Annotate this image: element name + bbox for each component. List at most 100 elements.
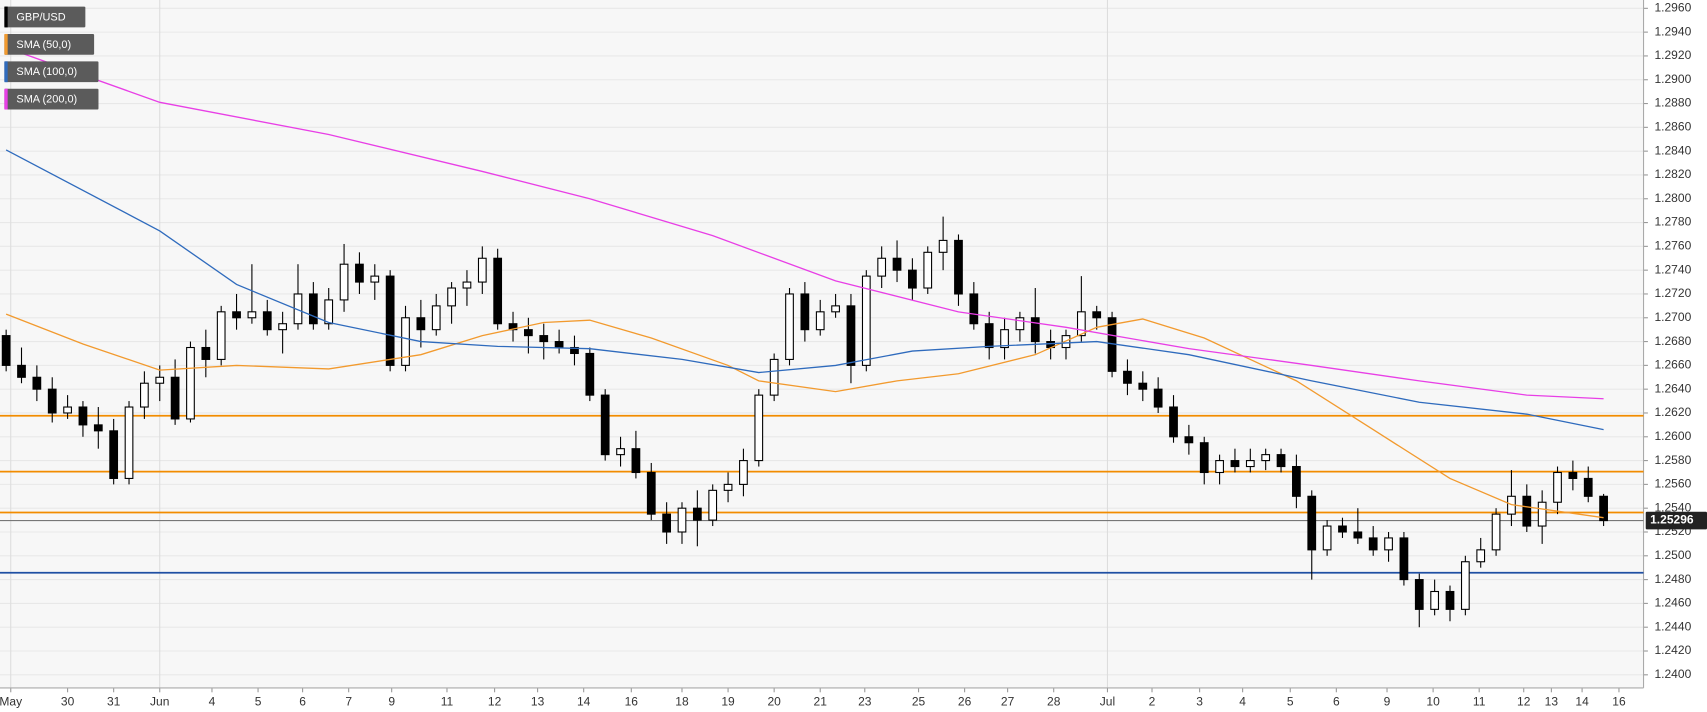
candle-body xyxy=(1245,460,1255,468)
candle-body xyxy=(1030,317,1040,343)
candle-body xyxy=(1169,406,1178,438)
y-tick-label: 1.2960 xyxy=(1654,1,1691,15)
x-tick-label: 2 xyxy=(1149,694,1156,708)
candle-body xyxy=(1215,460,1224,474)
x-tick-label: 21 xyxy=(814,694,828,708)
x-tick-label: 6 xyxy=(1333,694,1340,708)
candle-body xyxy=(1153,388,1163,408)
candle-body xyxy=(1092,311,1102,319)
y-tick-label: 1.2860 xyxy=(1654,120,1691,134)
candle-body xyxy=(1199,442,1209,474)
y-tick-label: 1.2540 xyxy=(1654,500,1691,514)
candle-body xyxy=(1522,495,1532,527)
y-tick-label: 1.2780 xyxy=(1654,215,1691,229)
candle-body xyxy=(493,257,503,325)
candle-body xyxy=(616,448,625,456)
y-tick-label: 1.2400 xyxy=(1654,667,1691,681)
x-tick-label: 7 xyxy=(345,694,352,708)
candle-body xyxy=(585,352,595,396)
candle-body xyxy=(708,489,718,521)
x-tick-label: 11 xyxy=(1473,694,1486,708)
legend-swatch xyxy=(4,33,8,55)
x-tick-label: 13 xyxy=(531,694,545,708)
x-tick-label: 6 xyxy=(299,694,306,708)
candle-body xyxy=(1292,465,1301,497)
candle-body xyxy=(1414,579,1424,610)
candle-body xyxy=(247,311,257,319)
x-tick-label: 9 xyxy=(1384,694,1391,708)
x-tick-label: 11 xyxy=(441,694,454,708)
candle-body xyxy=(1399,537,1409,581)
legend-swatch xyxy=(4,6,8,28)
candle-body xyxy=(600,394,610,456)
x-tick-label: 31 xyxy=(107,694,121,708)
candle-body xyxy=(1338,525,1347,533)
y-tick-label: 1.2580 xyxy=(1654,453,1691,467)
candle-body xyxy=(631,448,641,474)
x-tick-label: 10 xyxy=(1426,694,1440,708)
x-tick-label: 16 xyxy=(1612,694,1626,708)
x-tick-label: 4 xyxy=(1239,694,1246,708)
candle-body xyxy=(447,287,456,307)
x-tick-label: 14 xyxy=(1575,694,1589,708)
legend-label: SMA (50,0) xyxy=(16,39,71,51)
x-tick-label: Jul xyxy=(1100,694,1115,708)
sma-line xyxy=(5,47,1604,400)
candle-body xyxy=(677,507,687,533)
candle-body xyxy=(1261,454,1271,462)
candle-body xyxy=(769,358,779,396)
candle-body xyxy=(1368,537,1378,551)
candle-body xyxy=(401,317,410,366)
candle-body xyxy=(278,323,288,331)
x-tick-label: Jun xyxy=(150,694,169,708)
y-tick-label: 1.2880 xyxy=(1654,96,1691,110)
candle-body xyxy=(1,335,11,366)
candle-body xyxy=(1230,460,1240,468)
candle-body xyxy=(1015,317,1025,331)
y-tick-label: 1.2460 xyxy=(1654,596,1691,610)
candle-body xyxy=(723,483,733,491)
legend-item: SMA (50,0) xyxy=(4,33,95,55)
y-tick-label: 1.2760 xyxy=(1654,239,1691,253)
candle-body xyxy=(232,311,241,319)
candle-body xyxy=(262,311,272,331)
candle-body xyxy=(846,305,856,366)
candle-body xyxy=(646,471,656,515)
x-tick-label: 28 xyxy=(1047,694,1061,708)
candle-body xyxy=(1000,329,1009,349)
y-tick-label: 1.2500 xyxy=(1654,548,1691,562)
candle-body xyxy=(355,263,364,283)
candle-body xyxy=(1445,590,1455,610)
candle-body xyxy=(385,275,395,366)
candle-body xyxy=(1583,477,1593,497)
candle-body xyxy=(1076,311,1086,337)
y-tick-label: 1.2480 xyxy=(1654,572,1691,586)
y-tick-label: 1.2740 xyxy=(1654,262,1691,276)
candle-body xyxy=(477,257,487,283)
x-tick-label: 12 xyxy=(1517,694,1531,708)
candle-body xyxy=(815,311,825,331)
candle-body xyxy=(1553,471,1562,503)
y-tick-label: 1.2720 xyxy=(1654,286,1691,300)
x-tick-label: May xyxy=(0,694,22,708)
legend-swatch xyxy=(4,61,8,83)
legend-item: SMA (100,0) xyxy=(4,61,99,83)
legend-box xyxy=(4,6,86,28)
candle-body xyxy=(1491,513,1501,551)
y-tick-label: 1.2840 xyxy=(1654,143,1691,157)
candle-body xyxy=(1322,525,1332,551)
candle-body xyxy=(877,257,887,277)
candle-body xyxy=(431,305,441,331)
candle-body xyxy=(938,239,948,253)
legend-label: GBP/USD xyxy=(16,11,65,23)
candle-body xyxy=(1307,495,1317,551)
candle-body xyxy=(308,293,318,325)
y-tick-label: 1.2820 xyxy=(1654,167,1691,181)
candle-body xyxy=(892,257,902,271)
x-tick-label: 23 xyxy=(858,694,872,708)
candle-body xyxy=(140,382,149,408)
candle-body xyxy=(1537,501,1547,527)
y-tick-label: 1.2660 xyxy=(1654,358,1691,372)
x-tick-label: 20 xyxy=(767,694,781,708)
